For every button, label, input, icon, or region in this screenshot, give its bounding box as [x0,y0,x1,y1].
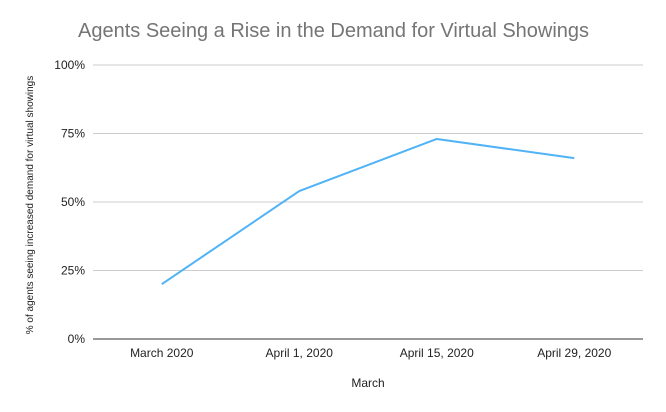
x-tick-label: April 15, 2020 [400,346,474,360]
x-tick-label: April 1, 2020 [266,346,334,360]
y-axis-label: % of agents seeing increased demand for … [25,76,36,334]
x-axis-tick-labels: March 2020 April 1, 2020 April 15, 2020 Apr… [130,346,612,360]
y-axis-tick-labels: 0% 25% 50% 75% 100% [54,58,85,346]
x-tick-label: March 2020 [130,346,194,360]
y-tick-label: 25% [61,264,85,278]
series-layer [161,137,575,286]
y-tick-label: 0% [68,332,86,346]
x-axis-label: March [351,376,384,390]
y-tick-label: 100% [54,58,85,72]
series-line [161,137,575,286]
y-tick-label: 75% [61,127,85,141]
gridlines [93,64,643,340]
y-tick-label: 50% [61,195,85,209]
chart-title: Agents Seeing a Rise in the Demand for V… [78,20,590,42]
x-tick-label: April 29, 2020 [537,346,611,360]
